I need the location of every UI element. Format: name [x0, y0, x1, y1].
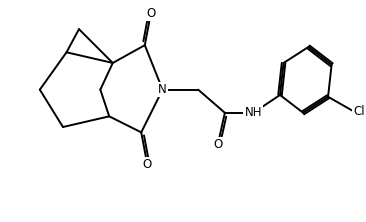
Text: O: O	[143, 158, 152, 171]
Text: N: N	[158, 83, 167, 96]
Text: Cl: Cl	[353, 105, 365, 117]
Text: O: O	[213, 138, 223, 151]
Text: O: O	[146, 7, 156, 20]
Text: NH: NH	[244, 106, 262, 119]
